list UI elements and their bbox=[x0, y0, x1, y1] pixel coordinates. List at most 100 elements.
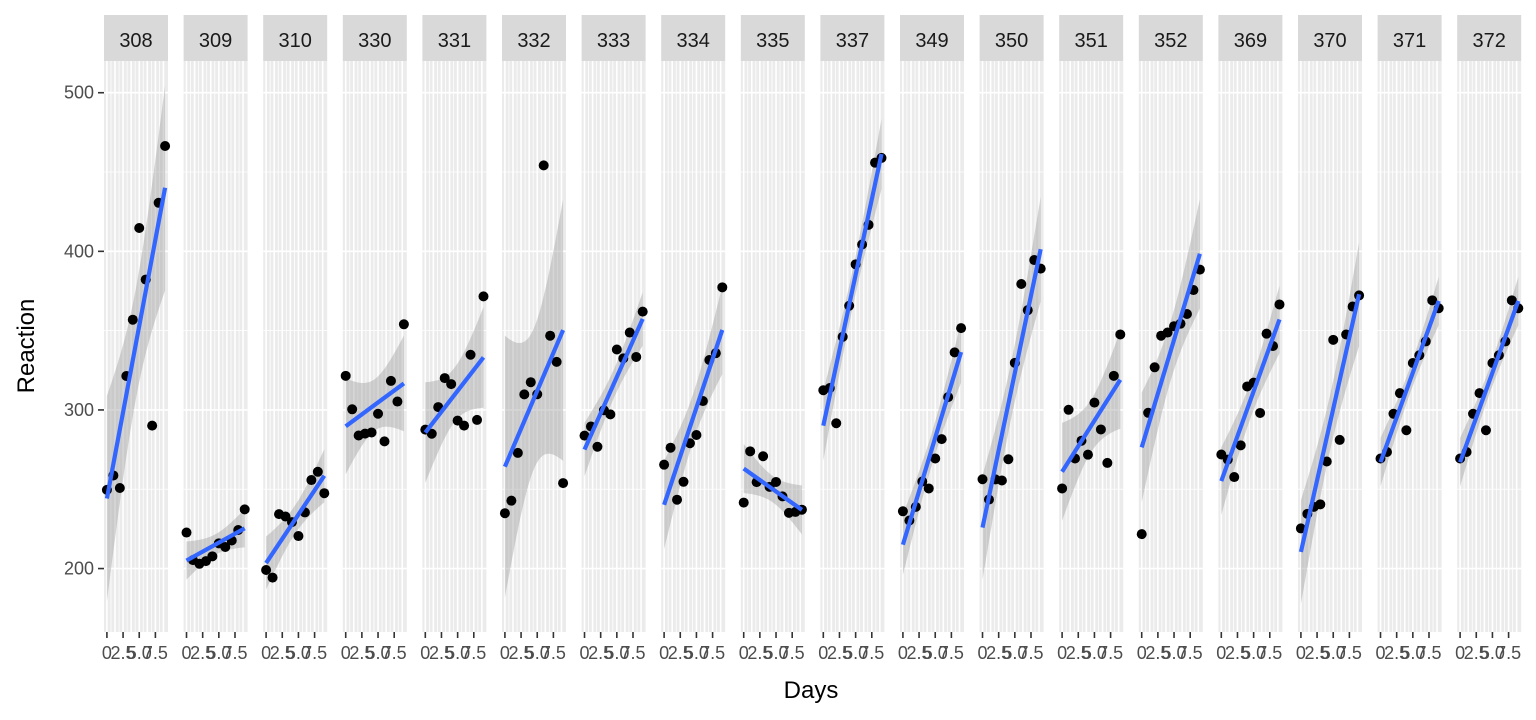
facet-strip-label: 333 bbox=[597, 30, 630, 52]
data-point bbox=[1315, 499, 1326, 510]
facet-panel-352: 352 02.55.07.5 bbox=[1137, 15, 1205, 663]
data-point bbox=[758, 451, 769, 462]
facet-panel-308: 308 02.55.07.5 bbox=[102, 15, 171, 663]
data-point bbox=[1427, 295, 1438, 306]
facet-panel-335: 335 02.55.07.5 bbox=[739, 15, 807, 663]
data-point bbox=[1229, 472, 1240, 483]
regression-line bbox=[104, 187, 168, 499]
data-point bbox=[678, 476, 689, 487]
y-axis: 200 300 400 500 bbox=[64, 83, 104, 579]
data-point bbox=[1016, 279, 1027, 290]
regression-line bbox=[900, 351, 964, 546]
data-point bbox=[545, 330, 556, 341]
x-tick-label: 5.0 bbox=[764, 643, 789, 663]
regression-line bbox=[502, 329, 566, 468]
x-tick-label: 5.0 bbox=[1241, 643, 1266, 663]
y-tick-label: 500 bbox=[64, 83, 94, 103]
facet-strip bbox=[1218, 15, 1283, 61]
facet-panel-350: 350 02.55.07.5 bbox=[978, 15, 1046, 663]
facet-strip-label: 308 bbox=[119, 30, 152, 52]
facet-strip bbox=[263, 15, 328, 61]
data-point bbox=[558, 478, 569, 489]
data-point bbox=[519, 389, 530, 400]
facet-strip-label: 332 bbox=[517, 30, 550, 52]
facet-panel-371: 371 02.55.07.5 bbox=[1376, 15, 1444, 663]
data-point bbox=[1089, 397, 1100, 408]
x-tick-label: 7.5 bbox=[541, 643, 566, 663]
data-point bbox=[1255, 407, 1266, 418]
x-tick-label: 2.5 bbox=[1464, 643, 1489, 663]
x-tick-label: 7.5 bbox=[222, 643, 247, 663]
data-point bbox=[207, 551, 218, 562]
x-tick-label: 2.5 bbox=[509, 643, 534, 663]
facet-strip-label: 335 bbox=[756, 30, 789, 52]
x-tick-label: 0 bbox=[261, 643, 271, 663]
x-tick-label: 2.5 bbox=[429, 643, 454, 663]
x-tick-label: 0 bbox=[1216, 643, 1226, 663]
panel-background bbox=[1457, 61, 1522, 632]
x-tick-label: 0 bbox=[1376, 643, 1386, 663]
data-point bbox=[127, 314, 138, 325]
data-point bbox=[1162, 327, 1173, 338]
x-tick-label: 0 bbox=[341, 643, 351, 663]
facet-strip-label: 310 bbox=[279, 30, 312, 52]
regression-line bbox=[1139, 253, 1202, 448]
x-tick-label: 2.5 bbox=[747, 643, 772, 663]
x-tick-label: 2.5 bbox=[1225, 643, 1250, 663]
data-point bbox=[1321, 456, 1332, 467]
data-point bbox=[897, 506, 908, 517]
regression-line bbox=[582, 318, 645, 451]
x-tick-label: 2.5 bbox=[1066, 643, 1091, 663]
facet-panel-349: 349 02.55.07.5 bbox=[897, 15, 967, 663]
data-point bbox=[147, 420, 158, 431]
facet-strip-label: 349 bbox=[915, 30, 948, 52]
x-tick-label: 2.5 bbox=[349, 643, 374, 663]
regression-line bbox=[185, 526, 246, 563]
facet-panel-310: 310 02.55.07.5 bbox=[261, 15, 330, 663]
x-tick-label: 5.0 bbox=[525, 643, 550, 663]
data-point bbox=[1274, 299, 1285, 310]
x-tick-label: 7.5 bbox=[1416, 643, 1441, 663]
x-tick-label: 2.5 bbox=[668, 643, 693, 663]
x-tick-label: 7.5 bbox=[1257, 643, 1282, 663]
data-point bbox=[691, 430, 702, 441]
x-tick-label: 5.0 bbox=[1400, 643, 1425, 663]
x-tick-label: 0 bbox=[182, 643, 192, 663]
data-point bbox=[366, 427, 377, 438]
data-point bbox=[280, 511, 291, 522]
x-tick-label: 5.0 bbox=[604, 643, 629, 663]
x-tick-label: 0 bbox=[580, 643, 590, 663]
data-point bbox=[181, 527, 192, 538]
facet-strip-label: 351 bbox=[1075, 30, 1108, 52]
facet-panel-309: 309 02.55.07.5 bbox=[182, 15, 250, 663]
panel-background bbox=[820, 61, 885, 632]
x-tick-label: 0 bbox=[500, 643, 510, 663]
data-point bbox=[605, 409, 616, 420]
facet-panel-333: 333 02.55.07.5 bbox=[580, 15, 648, 663]
data-point bbox=[472, 414, 483, 425]
facet-strip bbox=[422, 15, 487, 61]
data-point bbox=[956, 323, 967, 334]
data-point bbox=[293, 531, 304, 542]
x-tick-label: 5.0 bbox=[127, 643, 152, 663]
data-point bbox=[1334, 434, 1345, 445]
regression-line bbox=[1378, 300, 1441, 463]
facet-strip-label: 331 bbox=[438, 30, 471, 52]
facet-strip bbox=[1377, 15, 1442, 61]
x-tick-label: 2.5 bbox=[588, 643, 613, 663]
x-tick-label: 0 bbox=[818, 643, 828, 663]
regression-line bbox=[423, 356, 486, 434]
data-point bbox=[977, 474, 988, 485]
facet-strip bbox=[342, 15, 407, 61]
x-tick-label: 2.5 bbox=[270, 643, 295, 663]
x-tick-label: 5.0 bbox=[843, 643, 868, 663]
data-point bbox=[373, 408, 384, 419]
data-point bbox=[499, 508, 510, 519]
facet-panel-372: 372 02.55.07.5 bbox=[1455, 15, 1524, 663]
regression-line bbox=[821, 153, 884, 427]
data-point bbox=[1295, 523, 1306, 534]
data-point bbox=[949, 347, 960, 358]
data-point bbox=[738, 497, 749, 508]
x-tick-label: 0 bbox=[420, 643, 430, 663]
regression-line bbox=[1458, 300, 1521, 463]
